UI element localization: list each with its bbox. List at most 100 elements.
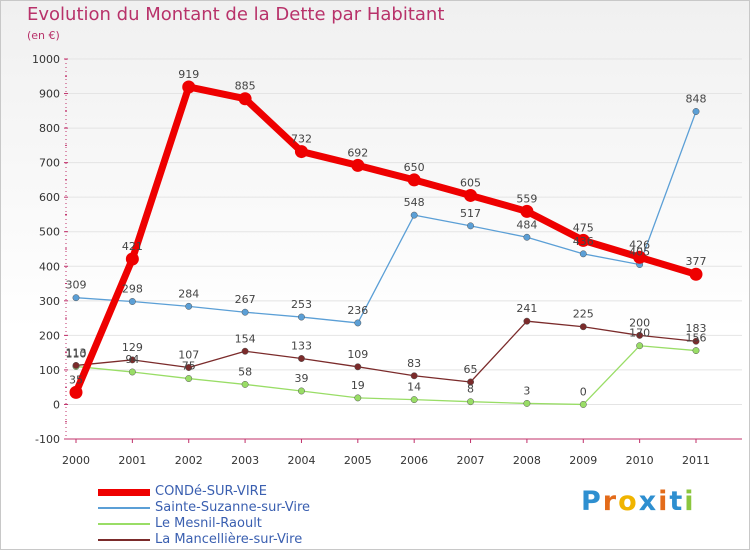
data-point-2 bbox=[410, 396, 418, 404]
y-tick-label: 400 bbox=[39, 260, 60, 273]
x-tick-label: 2010 bbox=[626, 454, 654, 467]
data-label-2: 3 bbox=[523, 384, 530, 397]
logo-letter: i bbox=[684, 486, 696, 517]
data-point-2 bbox=[692, 347, 700, 355]
legend-label: Sainte-Suzanne-sur-Vire bbox=[155, 500, 311, 515]
data-point-0 bbox=[689, 267, 703, 281]
data-label-2: 58 bbox=[238, 365, 252, 378]
x-tick-label: 2011 bbox=[682, 454, 710, 467]
data-point-1 bbox=[354, 319, 362, 327]
data-label-2: 14 bbox=[407, 381, 421, 394]
data-point-3 bbox=[692, 337, 700, 345]
data-label-3: 241 bbox=[516, 302, 537, 315]
data-label-3: 129 bbox=[122, 341, 143, 354]
data-point-2 bbox=[185, 375, 193, 382]
logo-letter: o bbox=[618, 486, 639, 517]
y-tick-label: 200 bbox=[39, 329, 60, 342]
x-tick-label: 2005 bbox=[344, 454, 372, 467]
data-point-2 bbox=[128, 368, 136, 376]
data-label-0: 650 bbox=[404, 161, 425, 174]
data-label-1: 484 bbox=[516, 218, 537, 231]
x-tick-label: 2007 bbox=[457, 454, 485, 467]
data-point-1 bbox=[523, 233, 531, 241]
data-label-2: 156 bbox=[686, 332, 707, 345]
data-point-2 bbox=[523, 399, 531, 407]
data-label-0: 919 bbox=[178, 68, 199, 81]
data-label-3: 109 bbox=[347, 348, 368, 361]
data-point-1 bbox=[692, 108, 700, 115]
data-label-1: 517 bbox=[460, 207, 481, 220]
data-label-3: 65 bbox=[464, 363, 478, 376]
logo-letter: P bbox=[581, 486, 603, 517]
data-point-3 bbox=[185, 364, 193, 371]
data-label-3: 107 bbox=[178, 348, 199, 361]
data-point-1 bbox=[298, 313, 305, 321]
y-tick-label: 500 bbox=[39, 226, 60, 239]
data-point-0 bbox=[125, 252, 139, 266]
y-tick-label: 100 bbox=[39, 364, 60, 377]
data-label-2: 8 bbox=[467, 383, 474, 396]
logo-letter: x bbox=[638, 486, 659, 517]
data-label-1: 548 bbox=[404, 196, 425, 209]
data-label-1: 298 bbox=[122, 283, 143, 296]
logo-letter: r bbox=[602, 486, 619, 517]
data-point-0 bbox=[69, 385, 83, 399]
logo-letter: i bbox=[658, 486, 670, 517]
data-label-3: 133 bbox=[291, 340, 312, 353]
series-line-3 bbox=[75, 320, 697, 383]
data-point-0 bbox=[633, 250, 647, 264]
data-point-3 bbox=[298, 355, 305, 362]
data-point-3 bbox=[467, 378, 474, 386]
data-label-0: 559 bbox=[516, 192, 537, 205]
data-label-3: 183 bbox=[686, 322, 707, 335]
data-point-1 bbox=[241, 308, 249, 316]
data-label-3: 113 bbox=[66, 346, 87, 359]
data-point-0 bbox=[351, 158, 365, 172]
data-label-2: 170 bbox=[629, 327, 650, 340]
data-point-0 bbox=[520, 204, 534, 218]
data-label-0: 426 bbox=[629, 238, 650, 251]
data-label-1: 309 bbox=[66, 279, 87, 292]
data-point-2 bbox=[467, 398, 474, 406]
data-label-0: 732 bbox=[291, 133, 312, 146]
legend-label: La Mancellière-sur-Vire bbox=[155, 532, 303, 547]
legend-label: Le Mesnil-Raoult bbox=[155, 516, 262, 531]
data-point-1 bbox=[579, 250, 587, 258]
data-point-0 bbox=[182, 80, 196, 94]
data-point-3 bbox=[523, 317, 531, 325]
data-label-0: 421 bbox=[122, 240, 143, 253]
data-label-1: 848 bbox=[686, 93, 707, 106]
data-point-3 bbox=[410, 372, 418, 380]
data-point-1 bbox=[185, 302, 193, 310]
legend-swatch bbox=[98, 507, 150, 509]
data-label-1: 236 bbox=[347, 304, 368, 317]
y-tick-label: 700 bbox=[39, 157, 60, 170]
x-tick-label: 2001 bbox=[118, 454, 146, 467]
legend-swatch bbox=[98, 489, 150, 496]
data-point-3 bbox=[636, 331, 644, 339]
data-label-0: 377 bbox=[686, 255, 707, 268]
data-point-0 bbox=[238, 92, 252, 106]
x-tick-label: 2009 bbox=[569, 454, 597, 467]
y-tick-label: 800 bbox=[39, 122, 60, 135]
y-tick-label: 900 bbox=[39, 88, 60, 101]
x-tick-label: 2006 bbox=[400, 454, 428, 467]
x-tick-label: 2008 bbox=[513, 454, 541, 467]
series-line-1 bbox=[75, 110, 697, 324]
data-label-1: 253 bbox=[291, 298, 312, 311]
y-tick-label: 0 bbox=[53, 398, 60, 411]
data-label-3: 225 bbox=[573, 308, 594, 321]
data-label-1: 436 bbox=[573, 235, 594, 248]
data-point-1 bbox=[467, 222, 474, 230]
data-label-0: 475 bbox=[573, 221, 594, 234]
data-label-3: 200 bbox=[629, 316, 650, 329]
data-label-2: 75 bbox=[182, 360, 196, 373]
data-label-2: 39 bbox=[294, 372, 308, 385]
data-label-0: 692 bbox=[347, 146, 368, 159]
y-tick-label: 300 bbox=[39, 295, 60, 308]
series-line-2 bbox=[75, 345, 697, 406]
data-point-3 bbox=[579, 323, 587, 331]
data-point-2 bbox=[579, 401, 587, 408]
data-point-3 bbox=[241, 347, 249, 355]
data-label-2: 0 bbox=[580, 385, 587, 398]
